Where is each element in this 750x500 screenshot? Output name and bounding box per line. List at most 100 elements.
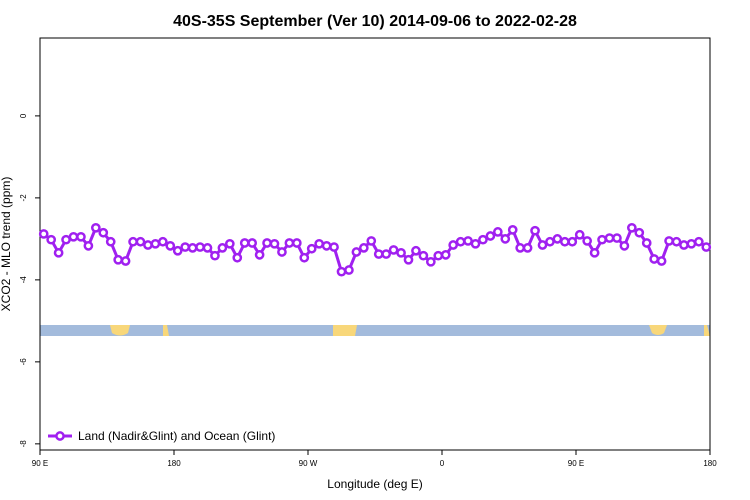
x-tick-label: 90 E <box>568 459 584 468</box>
data-point <box>545 236 555 247</box>
data-point <box>589 247 600 258</box>
y-tick-label: -4 <box>19 276 28 284</box>
y-tick-label: -8 <box>19 440 28 448</box>
data-point <box>448 240 459 250</box>
data-point <box>269 238 280 249</box>
data-point <box>649 254 660 264</box>
chart-title: 40S-35S September (Ver 10) 2014-09-06 to… <box>173 13 577 30</box>
data-point <box>157 236 168 247</box>
land-patch <box>649 325 667 335</box>
legend-label: Land (Nadir&Glint) and Ocean (Glint) <box>78 429 275 443</box>
data-point <box>440 250 451 260</box>
data-point <box>411 245 421 256</box>
x-tick-label: 0 <box>440 459 445 468</box>
data-point <box>135 236 146 247</box>
data-point <box>567 236 578 247</box>
data-point <box>90 222 101 233</box>
data-point <box>537 240 548 250</box>
data-point <box>187 243 198 253</box>
x-axis-label: Longitude (deg E) <box>327 477 422 491</box>
data-point <box>306 243 317 254</box>
data-point <box>664 236 674 246</box>
data-point <box>552 234 563 244</box>
data-point <box>433 250 444 261</box>
land-patch <box>163 325 169 336</box>
data-point <box>53 247 64 258</box>
y-tick-label: -2 <box>19 194 28 202</box>
data-point <box>61 234 71 245</box>
data-point <box>277 247 287 257</box>
data-point <box>76 231 86 242</box>
data-point <box>500 234 511 244</box>
data-point <box>679 240 689 250</box>
ocean-band <box>40 325 710 336</box>
data-point <box>321 240 332 251</box>
data-point <box>641 238 652 248</box>
data-point <box>262 238 272 248</box>
data-point <box>559 236 570 247</box>
data-point <box>701 242 712 252</box>
data-point <box>336 266 347 277</box>
land-patch <box>333 325 357 336</box>
data-point <box>478 234 488 245</box>
data-point <box>46 234 57 245</box>
data-point <box>68 231 79 242</box>
y-tick-label: 0 <box>19 113 28 118</box>
y-tick-label: -6 <box>19 358 28 366</box>
data-point <box>210 250 220 261</box>
data-point <box>329 242 339 252</box>
data-point <box>143 240 153 250</box>
data-point <box>105 236 116 247</box>
y-axis-label: XCO2 - MLO trend (ppm) <box>0 177 13 312</box>
data-point <box>172 245 183 256</box>
data-point <box>381 249 392 259</box>
data-point <box>574 229 585 240</box>
data-point <box>626 222 637 233</box>
data-point <box>98 227 109 238</box>
data-point <box>530 225 540 236</box>
x-tick-label: 90 E <box>32 459 48 468</box>
data-point <box>455 236 466 247</box>
data-point <box>239 238 250 248</box>
data-point <box>671 236 682 247</box>
data-point <box>150 238 161 249</box>
data-point <box>217 243 228 253</box>
data-point <box>515 243 526 253</box>
data-point <box>619 240 630 251</box>
data-point <box>604 233 615 243</box>
data-point <box>686 238 697 249</box>
land-patch <box>704 325 710 336</box>
data-point <box>38 229 49 239</box>
data-point <box>299 252 310 263</box>
data-point <box>344 265 354 275</box>
data-point <box>582 236 593 246</box>
data-point <box>254 250 265 260</box>
data-point <box>418 250 429 261</box>
x-tick-label: 180 <box>167 459 181 468</box>
data-point <box>113 254 124 265</box>
data-point <box>291 238 302 248</box>
data-point <box>396 247 406 258</box>
data-point <box>83 240 94 251</box>
data-point <box>388 245 399 255</box>
data-point <box>463 236 473 246</box>
data-point <box>492 227 503 237</box>
data-point <box>403 254 414 265</box>
data-point <box>247 238 258 248</box>
legend-marker <box>55 431 65 441</box>
x-tick-label: 180 <box>703 459 717 468</box>
data-point <box>366 236 377 246</box>
data-point <box>224 238 235 249</box>
data-point <box>612 233 622 243</box>
data-point <box>165 240 176 251</box>
data-point <box>180 242 191 252</box>
data-point <box>522 243 533 253</box>
data-point <box>128 236 138 247</box>
land-patch <box>110 325 130 336</box>
data-point <box>195 242 205 252</box>
data-point <box>284 238 295 248</box>
data-point <box>485 231 496 241</box>
data-point <box>470 238 481 249</box>
